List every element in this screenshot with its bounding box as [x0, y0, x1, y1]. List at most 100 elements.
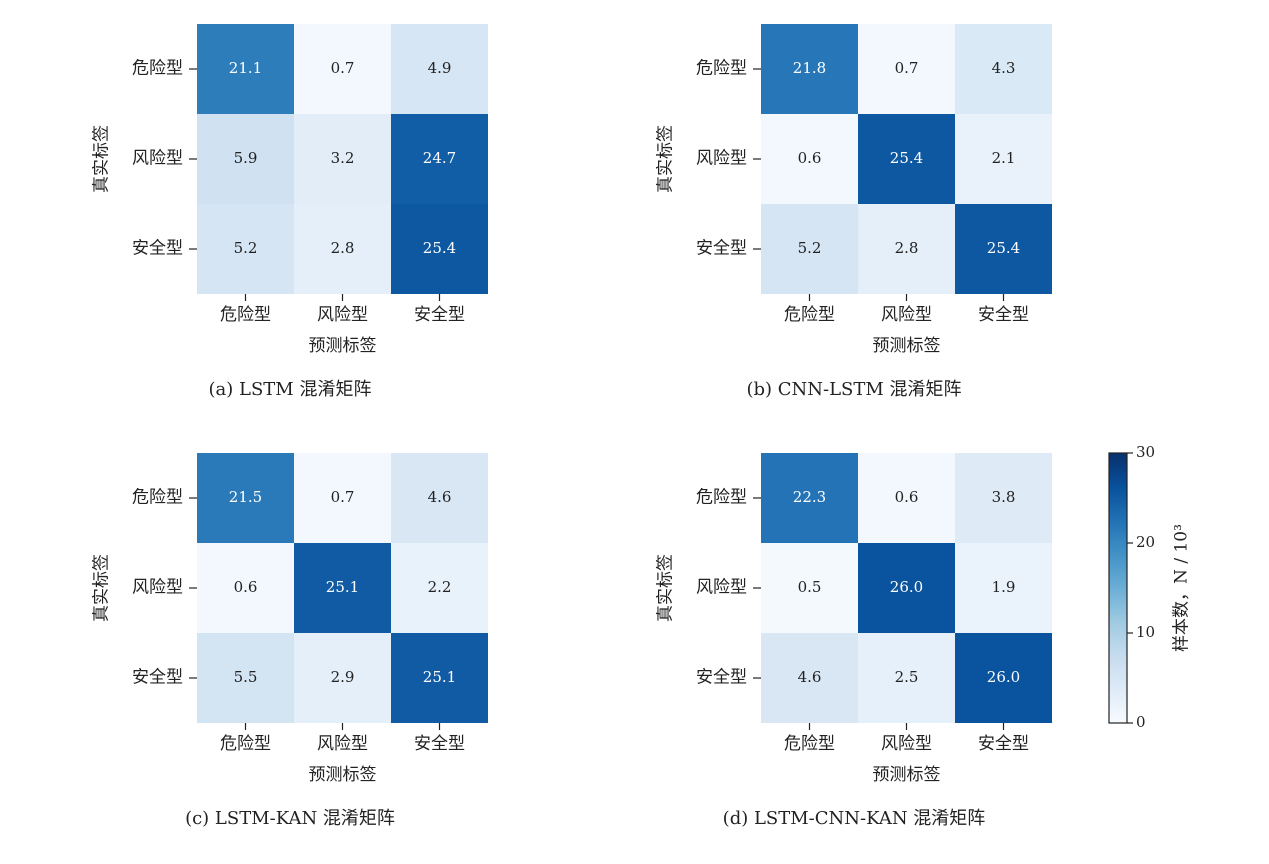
- heatmap-cell: [858, 114, 955, 204]
- y-axis-label: 真实标签: [92, 125, 112, 193]
- subfigure-caption: (a) LSTM 混淆矩阵: [209, 379, 372, 400]
- cell-value-label: 25.4: [890, 149, 923, 167]
- subfigure-caption: (b) CNN-LSTM 混淆矩阵: [746, 379, 961, 400]
- heatmap-cell: [197, 24, 294, 114]
- y-tick-label: 危险型: [132, 488, 183, 508]
- heatmap-cell: [391, 24, 488, 114]
- y-tick-label: 安全型: [696, 668, 747, 688]
- cell-value-label: 25.1: [423, 668, 456, 686]
- cell-value-label: 22.3: [793, 488, 826, 506]
- heatmap-cell: [761, 114, 858, 204]
- heatmap-cell: [858, 24, 955, 114]
- cell-value-label: 0.6: [895, 488, 919, 506]
- heatmap-cell: [391, 204, 488, 294]
- heatmap-cell: [761, 453, 858, 543]
- heatmap-cell: [294, 24, 391, 114]
- subfigure-caption: (c) LSTM-KAN 混淆矩阵: [185, 808, 395, 829]
- cell-value-label: 26.0: [987, 668, 1020, 686]
- x-axis-label: 预测标签: [309, 336, 377, 356]
- colorbar: 30 20 10 0 样本数，N / 10³: [1108, 443, 1192, 731]
- heatmap-cell: [294, 114, 391, 204]
- cell-value-label: 4.9: [428, 59, 452, 77]
- cell-value-label: 0.7: [331, 488, 355, 506]
- colorbar-gradient: [1108, 452, 1128, 724]
- heatmap-cell: [391, 633, 488, 723]
- y-tick-label: 风险型: [132, 578, 183, 598]
- y-tick-label: 危险型: [696, 59, 747, 79]
- cell-value-label: 24.7: [423, 149, 456, 167]
- x-tick-label: 危险型: [784, 734, 835, 754]
- cell-value-label: 4.3: [992, 59, 1016, 77]
- heatmap-cell: [761, 543, 858, 633]
- cell-value-label: 25.1: [326, 578, 359, 596]
- cell-value-label: 1.9: [992, 578, 1016, 596]
- cell-value-label: 4.6: [428, 488, 452, 506]
- cell-value-label: 0.5: [798, 578, 822, 596]
- y-axis-label: 真实标签: [92, 554, 112, 622]
- cell-value-label: 2.5: [895, 668, 919, 686]
- y-tick-label: 风险型: [696, 578, 747, 598]
- y-tick-label: 安全型: [132, 239, 183, 259]
- heatmap-cell: [294, 633, 391, 723]
- x-tick-label: 安全型: [978, 734, 1029, 754]
- heatmap-cell: [955, 204, 1052, 294]
- cell-value-label: 25.4: [423, 239, 456, 257]
- x-tick-label: 风险型: [317, 305, 368, 325]
- cell-value-label: 2.1: [992, 149, 1016, 167]
- y-axis-label: 真实标签: [656, 125, 676, 193]
- cell-value-label: 21.5: [229, 488, 262, 506]
- heatmap-cell: [955, 114, 1052, 204]
- colorbar-label: 样本数，N / 10³: [1172, 524, 1192, 652]
- heatmap-cell: [197, 114, 294, 204]
- heatmap-cell: [391, 453, 488, 543]
- heatmap-cell: [858, 453, 955, 543]
- heatmap-cell: [761, 204, 858, 294]
- cell-value-label: 2.2: [428, 578, 452, 596]
- colorbar-tick-label: 0: [1136, 713, 1146, 731]
- heatmap-cell: [294, 453, 391, 543]
- x-axis-label: 预测标签: [873, 336, 941, 356]
- cell-value-label: 5.9: [234, 149, 258, 167]
- heatmap-cell: [197, 543, 294, 633]
- y-tick-label: 风险型: [132, 149, 183, 169]
- confusion-matrix-panel-a: 21.1 0.7 4.95.9 3.2 24.75.2 2.8 25.4危险型风险型安全型危…: [92, 24, 488, 400]
- x-tick-label: 危险型: [220, 305, 271, 325]
- heatmap-cell: [761, 24, 858, 114]
- cell-value-label: 2.8: [331, 239, 355, 257]
- cell-value-label: 5.2: [234, 239, 258, 257]
- confusion-matrix-panel-d: 22.3 0.6 3.80.5 26.0 1.94.6 2.5 26.0危险型风险型安全型危…: [656, 453, 1052, 829]
- heatmap-cell: [391, 114, 488, 204]
- y-axis-label: 真实标签: [656, 554, 676, 622]
- cell-value-label: 2.9: [331, 668, 355, 686]
- cell-value-label: 21.1: [229, 59, 262, 77]
- x-tick-label: 安全型: [414, 734, 465, 754]
- heatmap-cell: [955, 633, 1052, 723]
- heatmap-cell: [197, 633, 294, 723]
- x-tick-label: 安全型: [414, 305, 465, 325]
- x-tick-label: 危险型: [784, 305, 835, 325]
- cell-value-label: 0.6: [234, 578, 258, 596]
- heatmap-cell: [761, 633, 858, 723]
- cell-value-label: 4.6: [798, 668, 822, 686]
- x-tick-label: 危险型: [220, 734, 271, 754]
- heatmap-cell: [955, 24, 1052, 114]
- y-tick-label: 安全型: [696, 239, 747, 259]
- cell-value-label: 2.8: [895, 239, 919, 257]
- x-tick-label: 风险型: [881, 734, 932, 754]
- x-tick-label: 风险型: [881, 305, 932, 325]
- heatmap-cell: [858, 633, 955, 723]
- x-axis-label: 预测标签: [309, 765, 377, 785]
- heatmap-cell: [294, 543, 391, 633]
- cell-value-label: 0.6: [798, 149, 822, 167]
- colorbar-tick-label: 10: [1136, 623, 1155, 641]
- heatmap-cell: [858, 543, 955, 633]
- heatmap-cell: [197, 453, 294, 543]
- cell-value-label: 0.7: [895, 59, 919, 77]
- heatmap-cell: [955, 543, 1052, 633]
- confusion-matrix-panel-c: 21.5 0.7 4.60.6 25.1 2.25.5 2.9 25.1危险型风险型安全型危…: [92, 453, 488, 829]
- y-tick-label: 风险型: [696, 149, 747, 169]
- heatmap-cell: [294, 204, 391, 294]
- colorbar-tick-label: 20: [1136, 533, 1155, 551]
